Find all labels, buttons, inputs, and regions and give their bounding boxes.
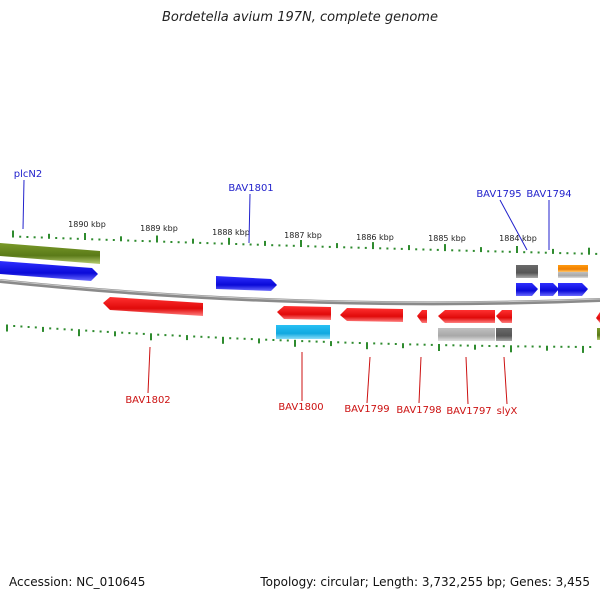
leader-BAV1795 bbox=[499, 199, 528, 251]
cyan-feature[interactable] bbox=[276, 325, 330, 339]
label-BAV1800[interactable]: BAV1800 bbox=[278, 402, 323, 413]
gene-BAV1799[interactable] bbox=[340, 308, 403, 322]
gray-feature-right[interactable] bbox=[558, 272, 588, 278]
gene-reverse-edge[interactable] bbox=[596, 312, 600, 323]
genome-backbone-highlight bbox=[0, 279, 600, 303]
leader-BAV1798 bbox=[418, 356, 422, 404]
genome-summary-text: Topology: circular; Length: 3,732,255 bp… bbox=[260, 575, 590, 589]
gene-slyX[interactable] bbox=[496, 310, 512, 323]
label-BAV1797[interactable]: BAV1797 bbox=[446, 406, 491, 417]
bottom-gene-labels: BAV1802 BAV1800 BAV1799 BAV1798 BAV1797 … bbox=[125, 346, 518, 417]
forward-features bbox=[0, 243, 588, 296]
leader-BAV1802 bbox=[147, 346, 151, 394]
gene-plcN2[interactable] bbox=[0, 261, 98, 281]
leader-BAV1801 bbox=[248, 193, 251, 244]
leader-BAV1797 bbox=[465, 356, 469, 405]
scale-labels: 1890 kbp 1889 kbp 1888 kbp 1887 kbp 1886… bbox=[68, 220, 537, 243]
olive-rna-feature[interactable] bbox=[0, 243, 100, 264]
dark-feature-top[interactable] bbox=[516, 265, 538, 278]
bottom-scale-ticks bbox=[6, 324, 592, 353]
orange-feature[interactable] bbox=[558, 265, 588, 272]
accession-text: Accession: NC_010645 bbox=[9, 575, 146, 589]
gene-BAV1802[interactable] bbox=[103, 297, 203, 316]
gray-feature-bottom[interactable] bbox=[438, 328, 495, 341]
leader-BAV1799 bbox=[366, 356, 371, 404]
gene-BAV1795[interactable] bbox=[516, 283, 538, 296]
label-BAV1794[interactable]: BAV1794 bbox=[526, 189, 571, 200]
label-slyX[interactable]: slyX bbox=[497, 406, 518, 417]
gene-BAV1800[interactable] bbox=[277, 306, 331, 320]
scale-label-1889: 1889 kbp bbox=[140, 224, 178, 233]
gene-BAV1794[interactable] bbox=[540, 283, 559, 296]
leader-plcN2 bbox=[22, 179, 25, 230]
gene-BAV1798[interactable] bbox=[417, 310, 427, 323]
gene-forward-right[interactable] bbox=[558, 283, 588, 296]
label-BAV1798[interactable]: BAV1798 bbox=[396, 405, 441, 416]
label-BAV1802[interactable]: BAV1802 bbox=[125, 395, 170, 406]
scale-label-1884: 1884 kbp bbox=[499, 234, 537, 243]
gene-BAV1797[interactable] bbox=[438, 310, 495, 323]
top-scale-ticks bbox=[12, 230, 598, 255]
dark-feature-bottom[interactable] bbox=[496, 328, 512, 341]
scale-label-1887: 1887 kbp bbox=[284, 231, 322, 240]
label-BAV1801[interactable]: BAV1801 bbox=[228, 183, 273, 194]
scale-label-1886: 1886 kbp bbox=[356, 233, 394, 242]
top-gene-labels: plcN2 BAV1801 BAV1795 BAV1794 bbox=[14, 169, 572, 251]
reverse-features bbox=[103, 297, 600, 341]
olive-feature-edge[interactable] bbox=[597, 328, 600, 340]
label-BAV1795[interactable]: BAV1795 bbox=[476, 189, 521, 200]
genome-backbone bbox=[0, 279, 600, 306]
label-plcN2[interactable]: plcN2 bbox=[14, 169, 42, 180]
gene-BAV1801[interactable] bbox=[216, 276, 277, 291]
leader-slyX bbox=[503, 356, 508, 405]
genome-title: Bordetella avium 197N, complete genome bbox=[162, 10, 438, 25]
scale-label-1888: 1888 kbp bbox=[212, 228, 250, 237]
scale-label-1890: 1890 kbp bbox=[68, 220, 106, 229]
label-BAV1799[interactable]: BAV1799 bbox=[344, 404, 389, 415]
scale-label-1885: 1885 kbp bbox=[428, 234, 466, 243]
